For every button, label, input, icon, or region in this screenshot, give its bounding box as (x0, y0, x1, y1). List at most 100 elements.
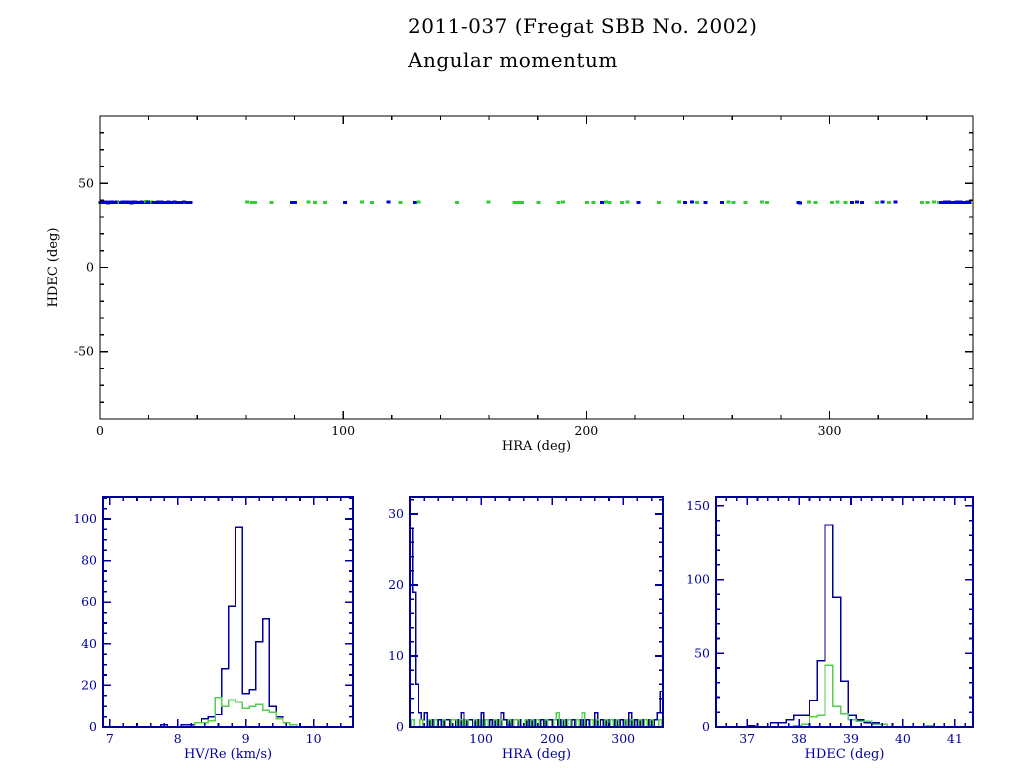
hist-hdec-ytick-label: 150 (686, 498, 710, 513)
main-scatter-xtick-label: 0 (96, 423, 104, 438)
blue-points (289, 200, 294, 204)
hist-hv-ytick-label: 20 (81, 677, 97, 692)
green-points (313, 201, 318, 205)
main-scatter-ytick-label: 50 (78, 175, 94, 190)
green-points (359, 200, 364, 204)
green-hist (793, 664, 935, 728)
main-scatter-ytick-label: -50 (74, 344, 94, 359)
blue-hist (160, 526, 298, 728)
green-points (625, 200, 630, 204)
blue-points (293, 201, 298, 205)
hist-hra-data (409, 527, 664, 728)
green-points (931, 200, 936, 204)
figure-subtitle: Angular momentum (408, 48, 618, 72)
blue-points (855, 200, 860, 204)
hist-hra-xtick-label: 200 (540, 731, 564, 746)
blue-points (386, 200, 391, 204)
hist-hdec-xtick-label: 39 (843, 731, 859, 746)
hist-hv-ticks (103, 497, 353, 728)
main-scatter-xtick-label: 200 (574, 423, 598, 438)
blue-points (412, 201, 417, 205)
green-points (813, 201, 818, 205)
hist-hdec-ytick-label: 50 (694, 645, 710, 660)
hist-hv-ytick-label: 40 (81, 636, 97, 651)
blue-points (188, 201, 193, 205)
hist-hdec-ytick-label: 0 (702, 719, 710, 734)
blue-points (860, 201, 865, 205)
blue-points (703, 201, 708, 205)
blue-points (636, 201, 641, 205)
blue-points (184, 201, 189, 205)
blue-hist (409, 527, 664, 728)
green-points (694, 200, 699, 204)
green-points (536, 200, 541, 204)
hist-hdec-frame (715, 496, 974, 728)
hist-hra-ytick-label: 30 (388, 506, 404, 521)
blue-points (720, 200, 725, 204)
main-scatter-ticks (99, 115, 973, 420)
hist-hv-ytick-label: 60 (81, 594, 97, 609)
blue-points (179, 201, 184, 205)
green-points (556, 201, 561, 205)
hist-hra-xtick-label: 300 (611, 731, 635, 746)
green-points (454, 200, 459, 204)
green-points (323, 200, 328, 204)
blue-points (177, 200, 182, 204)
green-points (398, 200, 403, 204)
blue-points (682, 201, 687, 205)
green-points (585, 200, 590, 204)
blue-points (172, 200, 177, 204)
green-points (731, 201, 736, 205)
blue-points (600, 201, 605, 205)
hist-hra-ytick-label: 0 (396, 719, 404, 734)
blue-points (690, 200, 695, 204)
green-points (416, 200, 421, 204)
blue-points (170, 200, 175, 204)
hist-hra-ticks (409, 497, 663, 728)
green-points (620, 201, 625, 205)
green-points (253, 200, 258, 204)
green-points (920, 200, 925, 204)
blue-points (174, 201, 179, 205)
blue-points (880, 200, 885, 204)
green-points (516, 201, 521, 205)
green-points (486, 200, 491, 204)
hist-hv-ytick-label: 100 (73, 511, 97, 526)
green-points (835, 200, 840, 204)
blue-points (797, 201, 802, 205)
hist-hdec-ytick-label: 100 (686, 572, 710, 587)
green-points (886, 201, 891, 205)
green-points (369, 201, 374, 205)
hist-hv-xlabel: HV/Re (km/s) (184, 747, 272, 762)
green-points (591, 201, 596, 205)
hist-hv-data (160, 526, 298, 728)
hist-hv-xtick-label: 9 (242, 731, 250, 746)
green-points (561, 200, 566, 204)
hist-hdec-ticks (715, 497, 973, 728)
green-points (760, 200, 765, 204)
green-points (830, 200, 835, 204)
green-points (306, 200, 311, 204)
main-scatter-ylabel: HDEC (deg) (46, 228, 61, 308)
main-scatter-xtick-label: 300 (818, 423, 842, 438)
green-hist (194, 697, 298, 727)
green-points (512, 201, 517, 205)
hist-hv-xtick-label: 10 (306, 731, 322, 746)
green-points (269, 201, 274, 205)
hist-hra-ytick-label: 10 (388, 648, 404, 663)
blue-points (944, 201, 949, 205)
green-points (843, 201, 848, 205)
green-points (726, 200, 731, 204)
hist-hv-ytick-label: 80 (81, 553, 97, 568)
green-points (765, 201, 770, 205)
hist-hdec-xtick-label: 40 (895, 731, 911, 746)
blue-points (181, 200, 186, 204)
blue-hist (746, 524, 889, 728)
green-points (656, 200, 661, 204)
plot-hist-hra: 100 200 300 0 10 20 30 HRA (deg) (388, 496, 664, 762)
main-scatter-xtick-label: 100 (331, 423, 355, 438)
hist-hv-ytick-label: 0 (89, 719, 97, 734)
